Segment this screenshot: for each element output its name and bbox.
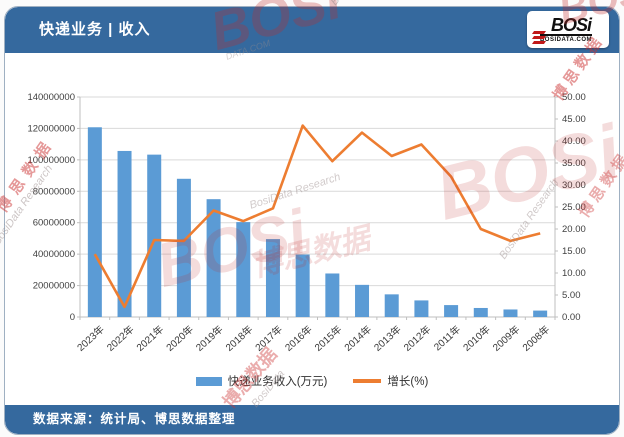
footer-bar: 数据来源：统计局、博思数据整理 <box>5 405 619 434</box>
y-right-tick-label: 45.00 <box>562 114 586 125</box>
revenue-bar <box>147 154 162 317</box>
revenue-bar <box>355 284 370 317</box>
growth-line <box>93 124 541 309</box>
y-left-tick-label: 100000000 <box>27 155 75 166</box>
chart-card: 快递业务 | 收入 BOSi BOSIDATA.COM 0 20000000 400… <box>4 6 620 435</box>
revenue-bar <box>325 273 340 317</box>
revenue-bar <box>473 307 488 317</box>
y-left-tick-label: 40000000 <box>33 249 75 260</box>
y-right-tick-label: 35.00 <box>562 158 586 169</box>
y-left-tick-label: 140000000 <box>27 92 75 103</box>
x-axis-label: 2011年 <box>431 323 463 354</box>
legend-label-revenue: 快递业务收入(万元) <box>227 376 328 388</box>
y-right-tick-label: 50.00 <box>562 92 586 103</box>
revenue-bar <box>206 199 221 317</box>
x-axis-label: 2010年 <box>460 323 493 354</box>
data-source-text: 数据来源：统计局、博思数据整理 <box>33 412 236 426</box>
x-axis-label: 2023年 <box>74 323 107 354</box>
revenue-growth-chart: 0 20000000 40000000 60000000 80000000 1000000… <box>27 92 586 354</box>
legend-item-growth: 增长(%) <box>353 373 428 389</box>
y-left-tick-label: 120000000 <box>27 123 75 134</box>
y-right-tick-label: 15.00 <box>562 246 586 257</box>
legend-item-revenue: 快递业务收入(万元) <box>195 373 328 389</box>
y-right-tick-label: 0.00 <box>562 312 581 323</box>
legend-label-growth: 增长(%) <box>387 376 429 388</box>
y-right-tick-label: 5.00 <box>562 290 581 301</box>
x-axis-label: 2017年 <box>252 323 285 354</box>
revenue-bar <box>87 127 102 317</box>
y-left-tick-label: 0 <box>70 312 75 323</box>
growth-line-swatch <box>353 379 382 383</box>
x-axis-label: 2019年 <box>193 323 226 354</box>
bosi-logo: BOSi BOSIDATA.COM <box>527 11 609 48</box>
y-left-tick-label: 60000000 <box>33 218 75 229</box>
revenue-bar <box>414 300 429 317</box>
revenue-bar <box>444 305 459 317</box>
x-axis-label: 2014年 <box>341 323 374 354</box>
y-right-tick-label: 30.00 <box>562 180 586 191</box>
x-axis-label: 2009年 <box>490 323 523 354</box>
x-axis-label: 2012年 <box>401 323 434 354</box>
x-axis-label: 2016年 <box>282 323 315 354</box>
chart-legend: 快递业务收入(万元) 增长(%) <box>5 373 619 389</box>
x-axis-label: 2022年 <box>104 323 137 354</box>
x-axis-label: 2015年 <box>312 323 345 354</box>
revenue-bar <box>503 309 518 317</box>
x-axis-label: 2008年 <box>519 323 552 354</box>
revenue-bar <box>295 254 310 317</box>
y-left-tick-label: 80000000 <box>33 186 75 197</box>
revenue-bar <box>265 239 280 317</box>
x-axis-label: 2013年 <box>371 323 404 354</box>
revenue-bar <box>236 222 251 317</box>
y-right-tick-label: 25.00 <box>562 202 586 213</box>
revenue-bar <box>384 294 399 317</box>
header-bar: 快递业务 | 收入 BOSi BOSIDATA.COM <box>5 7 619 53</box>
x-axis-label: 2021年 <box>134 323 167 354</box>
revenue-bar-swatch <box>195 376 222 386</box>
revenue-bar <box>176 178 191 317</box>
y-right-tick-label: 10.00 <box>562 268 586 279</box>
y-left-tick-label: 20000000 <box>33 281 75 292</box>
logo-domain-text: BOSIDATA.COM <box>539 36 593 43</box>
x-axis-label: 2018年 <box>223 323 256 354</box>
revenue-bar <box>117 150 132 317</box>
x-axis-label: 2020年 <box>163 323 196 354</box>
y-right-tick-label: 20.00 <box>562 224 586 235</box>
page-title: 快递业务 | 收入 <box>39 21 151 38</box>
revenue-bar <box>533 310 548 317</box>
y-right-tick-label: 40.00 <box>562 136 586 147</box>
logo-brand-text: BOSi <box>539 16 592 36</box>
